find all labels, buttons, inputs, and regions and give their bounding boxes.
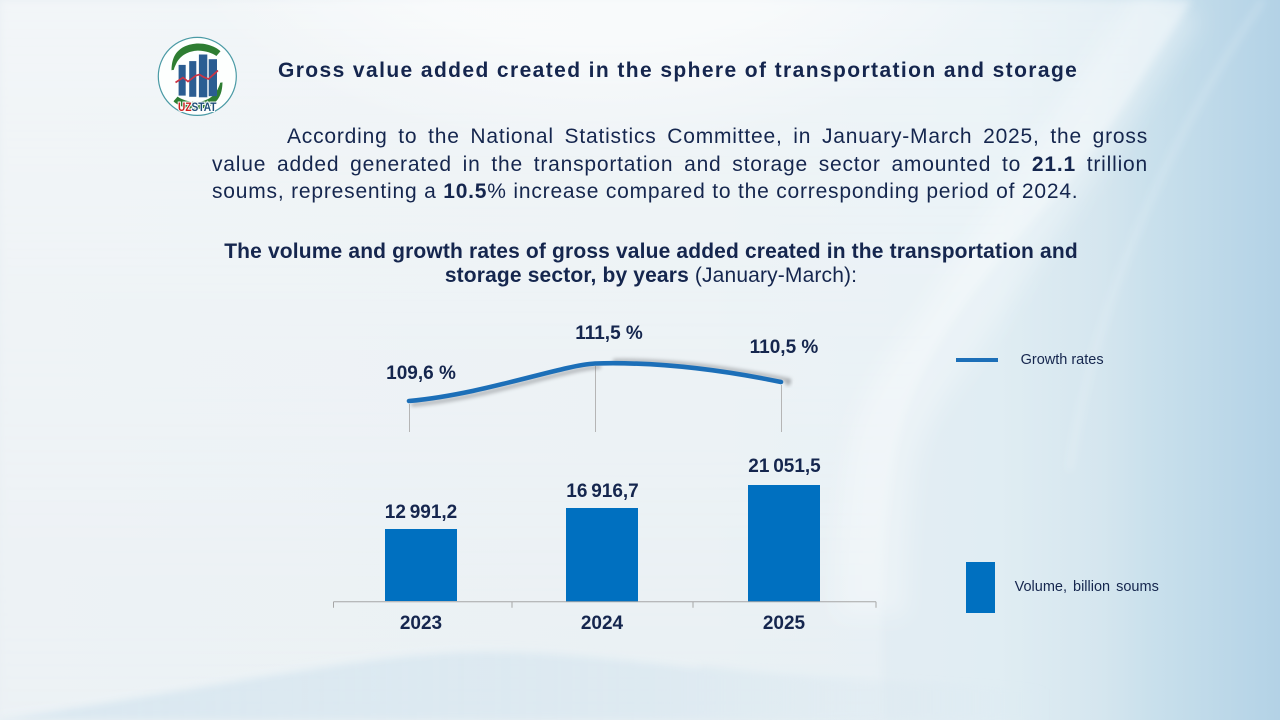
svg-text:UZSTAT: UZSTAT (178, 102, 217, 114)
